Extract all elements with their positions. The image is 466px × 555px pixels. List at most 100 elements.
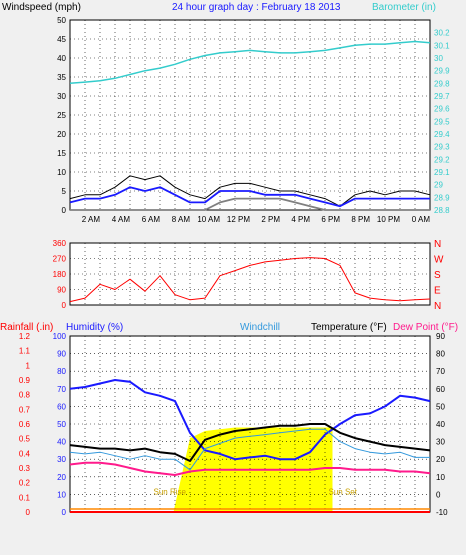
temp-series-blue xyxy=(69,379,431,461)
wind-x-tick-label: 8 PM xyxy=(351,215,370,224)
wind-x-tick-label: 6 AM xyxy=(142,215,161,224)
humidity-y-tick-label: 100 xyxy=(53,332,67,341)
direction-compass-label: W xyxy=(434,255,444,266)
wind-x-tick-label: 10 PM xyxy=(377,215,400,224)
temp-y-tick-label: 60 xyxy=(436,385,445,394)
wind-y-tick-label: 15 xyxy=(57,149,66,158)
rain-y-tick-label: 0.3 xyxy=(19,464,31,473)
wind-x-tick-label: 8 AM xyxy=(172,215,191,224)
wind-x-tick-label: 10 AM xyxy=(197,215,220,224)
direction-y-tick-label: 270 xyxy=(53,255,67,264)
barometer-axis-title: Barometer (in) xyxy=(372,2,436,13)
temp-y-tick-label: 50 xyxy=(436,402,445,411)
wind-y-tick-label: 5 xyxy=(62,187,67,196)
wind-axis-title: Windspeed (mph) xyxy=(2,2,81,13)
temp-series-black xyxy=(69,423,431,462)
temp-y-tick-label: 10 xyxy=(436,473,445,482)
humidity-y-tick-label: 50 xyxy=(57,420,66,429)
temperature-axis-title: Temperature (°F) xyxy=(311,322,387,333)
humidity-y-tick-label: 0 xyxy=(62,508,67,517)
wind-x-tick-label: 4 PM xyxy=(291,215,310,224)
temp-y-tick-label: -10 xyxy=(436,508,448,517)
wind-x-tick-label: 12 PM xyxy=(227,215,250,224)
wind-y-tick-label: 30 xyxy=(57,92,66,101)
humidity-y-tick-label: 60 xyxy=(57,402,66,411)
barometer-y-tick-label: 28.9 xyxy=(434,193,450,202)
temp-y-tick-label: 0 xyxy=(436,490,441,499)
humidity-y-tick-label: 80 xyxy=(57,367,66,376)
wind-series-blue xyxy=(69,186,430,208)
barometer-y-tick-label: 29.8 xyxy=(434,79,450,88)
barometer-y-tick-label: 30.2 xyxy=(434,29,450,38)
barometer-y-tick-label: 29.4 xyxy=(434,130,450,139)
direction-y-tick-label: 0 xyxy=(62,301,67,310)
rain-y-tick-label: 0.6 xyxy=(19,420,31,429)
barometer-y-tick-label: 29.2 xyxy=(434,155,450,164)
humidity-y-tick-label: 40 xyxy=(57,438,66,447)
humidity-y-tick-label: 90 xyxy=(57,350,66,359)
rain-axis-title: Rainfall (.in) xyxy=(0,322,53,333)
wind-x-tick-label: 2 PM xyxy=(261,215,280,224)
wind-x-tick-label: 0 AM xyxy=(412,215,431,224)
direction-compass-label: E xyxy=(434,286,441,297)
barometer-y-tick-label: 29.7 xyxy=(434,92,450,101)
rain-y-tick-label: 0.9 xyxy=(19,376,31,385)
humidity-y-tick-label: 10 xyxy=(57,490,66,499)
humidity-axis-title: Humidity (%) xyxy=(66,322,123,333)
windchill-label: Windchill xyxy=(240,322,280,333)
sunset-label: Sun Set xyxy=(329,487,358,496)
barometer-y-tick-label: 29.1 xyxy=(434,168,450,177)
temp-series-lightblue xyxy=(69,428,430,471)
chart-layer: 0510152025303540455028.828.92929.129.229… xyxy=(19,16,450,517)
wind-series-gray xyxy=(70,197,430,211)
wind-x-tick-label: 2 AM xyxy=(82,215,101,224)
direction-compass-label: S xyxy=(434,270,441,281)
barometer-y-tick-label: 29.6 xyxy=(434,105,450,114)
temp-y-tick-label: 40 xyxy=(436,420,445,429)
wind-y-tick-label: 50 xyxy=(57,16,66,25)
sunrise-label: Sun Rise xyxy=(154,487,187,496)
temp-y-tick-label: 70 xyxy=(436,367,445,376)
rain-y-tick-label: 1 xyxy=(26,361,31,370)
rain-y-tick-label: 0.8 xyxy=(19,391,31,400)
temp-y-tick-label: 30 xyxy=(436,438,445,447)
rain-y-tick-label: 1.1 xyxy=(19,347,31,356)
rain-y-tick-label: 0.1 xyxy=(19,493,31,502)
wind-y-tick-label: 25 xyxy=(57,111,66,120)
wind-y-tick-label: 45 xyxy=(57,35,66,44)
wind-x-tick-label: 6 PM xyxy=(321,215,340,224)
wind-series-cyan xyxy=(69,40,431,85)
temp-y-tick-label: 20 xyxy=(436,455,445,464)
direction-compass-label: N xyxy=(434,301,441,312)
barometer-y-tick-label: 29.9 xyxy=(434,67,450,76)
barometer-y-tick-label: 29 xyxy=(434,181,443,190)
wind-y-tick-label: 40 xyxy=(57,54,66,63)
rain-y-tick-label: 0.4 xyxy=(19,449,31,458)
humidity-y-tick-label: 30 xyxy=(57,455,66,464)
temp-series-pink xyxy=(69,461,431,476)
barometer-y-tick-label: 30.1 xyxy=(434,41,450,50)
chart-title: 24 hour graph day : February 18 2013 xyxy=(172,2,341,13)
direction-y-tick-label: 180 xyxy=(53,270,67,279)
wind-series-black xyxy=(69,175,431,207)
direction-y-tick-label: 90 xyxy=(57,286,66,295)
humidity-y-tick-label: 20 xyxy=(57,473,66,482)
rain-y-tick-label: 0.5 xyxy=(19,435,31,444)
direction-compass-label: N xyxy=(434,239,441,250)
wind-y-tick-label: 35 xyxy=(57,73,66,82)
dewpoint-axis-title: Dew Point (°F) xyxy=(393,322,458,333)
rain-y-tick-label: 0.2 xyxy=(19,479,31,488)
rain-y-tick-label: 0 xyxy=(26,508,31,517)
wind-y-tick-label: 20 xyxy=(57,130,66,139)
direction-y-tick-label: 360 xyxy=(53,239,67,248)
barometer-y-tick-label: 28.8 xyxy=(434,206,450,215)
wind-y-tick-label: 10 xyxy=(57,168,66,177)
rain-y-tick-label: 1.2 xyxy=(19,332,31,341)
temp-y-tick-label: 80 xyxy=(436,350,445,359)
temp-y-tick-label: 90 xyxy=(436,332,445,341)
humidity-y-tick-label: 70 xyxy=(57,385,66,394)
wind-x-tick-label: 4 AM xyxy=(112,215,131,224)
barometer-y-tick-label: 30 xyxy=(434,54,443,63)
barometer-y-tick-label: 29.5 xyxy=(434,117,450,126)
